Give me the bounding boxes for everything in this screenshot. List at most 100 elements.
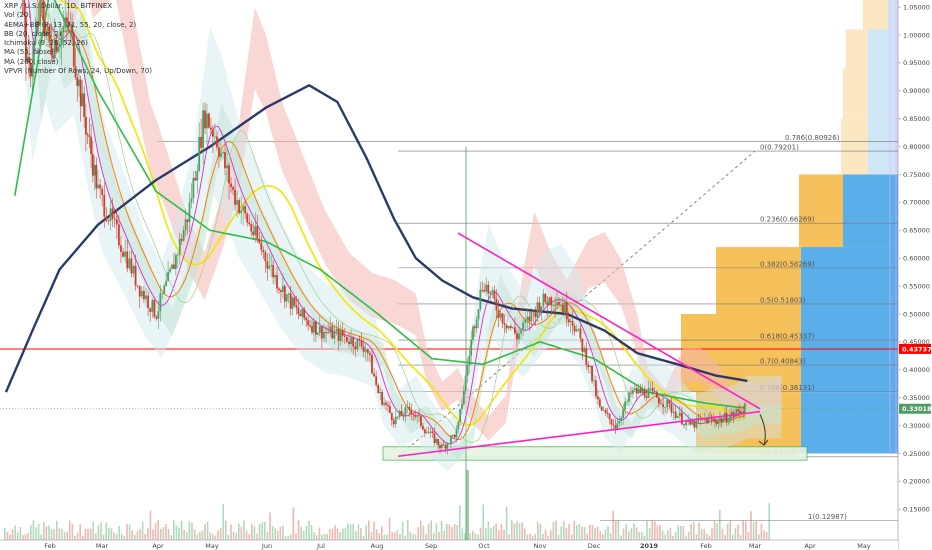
projection-arrow xyxy=(759,414,766,446)
volume-bar xyxy=(170,535,172,540)
candle-body xyxy=(287,293,290,295)
candle-body xyxy=(710,417,713,420)
candle-body xyxy=(165,281,168,286)
volume-bar xyxy=(347,523,349,540)
candle-body xyxy=(561,304,564,313)
candle-body xyxy=(683,424,685,426)
vpvr-highlight xyxy=(889,0,897,454)
volume-bar xyxy=(583,526,586,540)
candle-body xyxy=(132,265,135,274)
candle-body xyxy=(209,127,212,130)
candle-body xyxy=(493,290,496,300)
volume-bar xyxy=(144,534,146,540)
volume-bar xyxy=(633,523,635,540)
candle-body xyxy=(556,302,558,306)
candle-body xyxy=(85,116,87,135)
candle-body xyxy=(200,136,203,148)
volume-bar xyxy=(154,523,157,540)
candle-body xyxy=(558,302,560,306)
candle-body xyxy=(495,299,498,311)
fib-label: 0.7(0.40843) xyxy=(760,358,806,366)
candle-body xyxy=(534,311,537,318)
fib-label: 0.786(0.80926) xyxy=(785,134,840,142)
legend-entry-ma55[interactable]: MA (55, close) xyxy=(4,48,54,57)
candle-body xyxy=(418,415,420,417)
candle-body xyxy=(540,306,543,313)
candle-body xyxy=(524,320,527,323)
candle-body xyxy=(52,55,54,59)
volume-bar xyxy=(591,524,594,540)
volume-bar xyxy=(183,529,185,540)
candle-body xyxy=(111,208,114,219)
candle-body xyxy=(174,255,177,269)
candle-body xyxy=(433,432,436,443)
time-tick-label: Nov xyxy=(534,542,547,550)
candle-body xyxy=(196,170,199,181)
candle-body xyxy=(462,391,465,405)
volume-bar xyxy=(581,526,583,540)
candle-body xyxy=(182,230,185,241)
legend-entry-ma200[interactable]: MA (200, close) xyxy=(4,57,59,66)
candle-body xyxy=(316,332,319,335)
candle-body xyxy=(79,79,82,107)
legend-entry-vpvr[interactable]: VPVR (Number Of Rows, 24, Up/Down, 70) xyxy=(4,67,153,76)
candle-body xyxy=(268,265,271,269)
volume-bar xyxy=(433,533,435,540)
vpvr-blue-bar xyxy=(868,68,898,119)
candle-body xyxy=(464,375,467,392)
volume-bar xyxy=(87,528,89,540)
volume-bar xyxy=(698,522,700,540)
volume-bar xyxy=(118,526,120,540)
legend-entry-volume[interactable]: Vol (20) xyxy=(4,11,32,20)
candle-body xyxy=(341,329,344,336)
candle-body xyxy=(719,418,721,421)
volume-bar xyxy=(690,524,692,540)
candle-body xyxy=(624,401,627,410)
candle-body xyxy=(45,31,48,37)
volume-bar xyxy=(300,526,302,540)
volume-bar xyxy=(277,531,279,540)
candle-body xyxy=(228,165,230,184)
volume-bar xyxy=(227,534,230,540)
volume-bar xyxy=(264,521,266,540)
legend-entry-bb[interactable]: BB (20, close, 2) xyxy=(4,29,62,38)
volume-bar xyxy=(609,533,612,540)
volume-bar xyxy=(284,535,287,540)
ema-magenta-line xyxy=(28,0,746,445)
candle-body xyxy=(327,332,330,334)
lower-trendline xyxy=(397,410,761,458)
candle-body xyxy=(691,421,694,425)
candle-body xyxy=(497,310,500,318)
legend-entry-symbol[interactable]: XRP / U.S. Dollar, 1D, BITFINEX xyxy=(4,2,113,10)
candle-body xyxy=(651,388,654,392)
volume-bar xyxy=(602,534,604,540)
legend-entry-ichimoku[interactable]: Ichimoku (9, 26, 52, 26) xyxy=(4,39,88,48)
volume-bar xyxy=(596,526,599,540)
volume-bar xyxy=(763,530,765,540)
volume-bar xyxy=(474,533,477,540)
candle-body xyxy=(554,304,557,306)
volume-bar xyxy=(477,534,479,540)
volume-bar xyxy=(737,524,739,540)
price-tick-label: 0.90000 xyxy=(903,87,930,95)
volume-bar xyxy=(9,534,11,540)
volume-bar xyxy=(752,522,755,540)
volume-bar xyxy=(516,521,518,540)
candle-body xyxy=(645,396,648,398)
volume-bar xyxy=(643,535,646,540)
candle-body xyxy=(31,64,34,77)
candle-body xyxy=(422,425,424,430)
candle-body xyxy=(560,304,562,306)
candle-body xyxy=(105,216,108,221)
legend-entry-ema-bb[interactable]: 4EMA+BB (8, 13, 21, 55, 20, close, 2) xyxy=(4,20,137,29)
volume-bar xyxy=(550,530,552,540)
candle-body xyxy=(216,136,218,148)
volume-bar xyxy=(165,523,167,540)
volume-bar xyxy=(531,535,534,540)
volume-bar xyxy=(360,528,362,540)
volume-bar xyxy=(768,503,770,540)
vpvr-blue-bar xyxy=(868,29,898,69)
volume-bar xyxy=(292,507,295,540)
volume-bar xyxy=(43,521,45,540)
